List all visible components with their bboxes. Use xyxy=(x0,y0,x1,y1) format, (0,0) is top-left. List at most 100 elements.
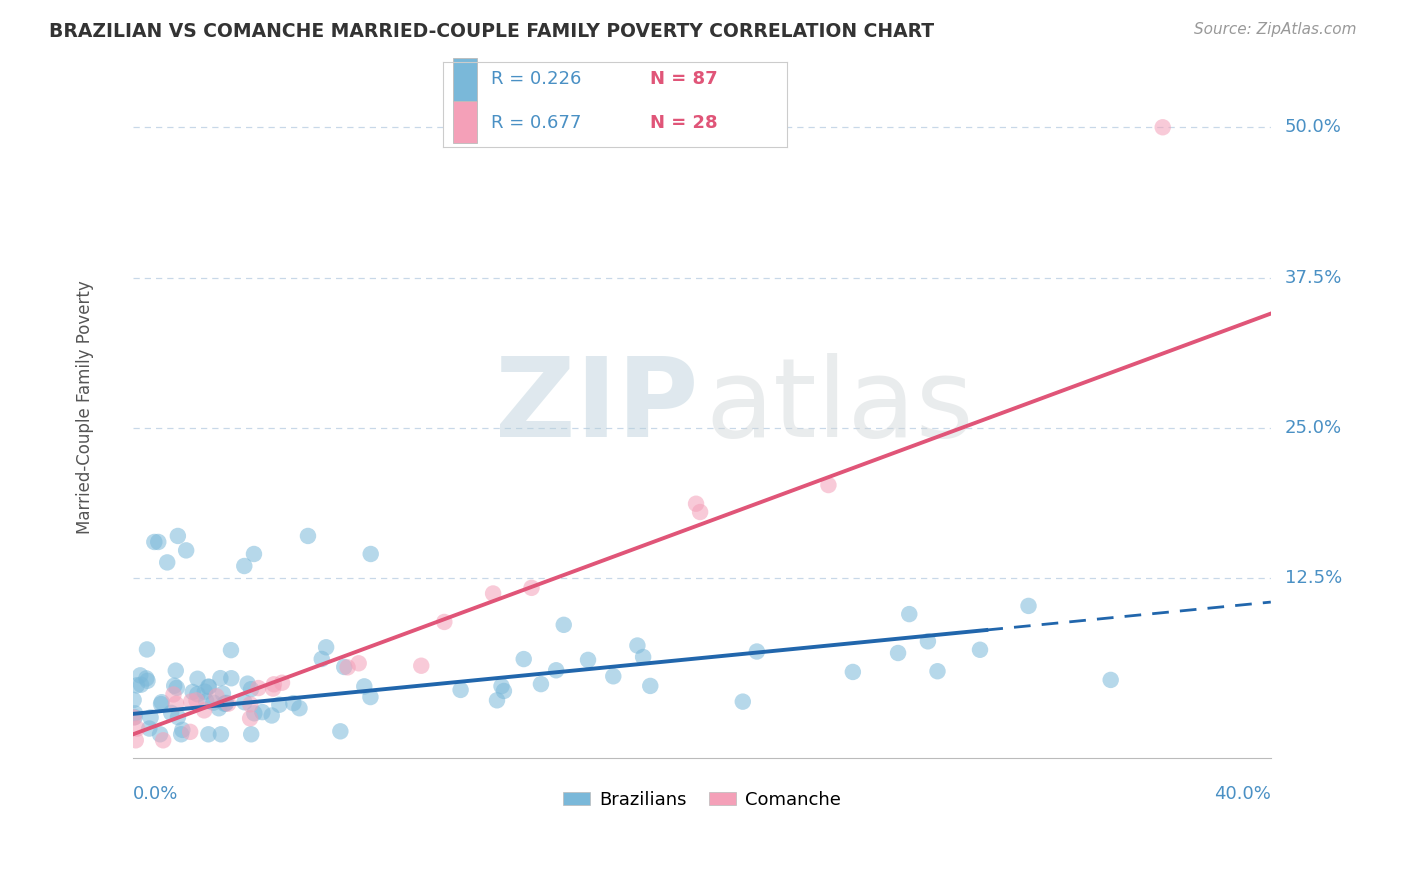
Point xyxy=(186,693,208,707)
Point xyxy=(917,634,939,648)
Point xyxy=(329,724,352,739)
Point xyxy=(136,642,159,657)
Text: R = 0.677: R = 0.677 xyxy=(491,114,582,132)
Point xyxy=(165,697,187,711)
Point xyxy=(1152,120,1174,135)
Point xyxy=(122,693,145,707)
Text: R = 0.226: R = 0.226 xyxy=(491,70,582,88)
Point xyxy=(124,706,146,721)
Point xyxy=(969,642,991,657)
Point xyxy=(209,671,232,685)
Point xyxy=(209,727,232,741)
Point xyxy=(208,701,231,715)
Point xyxy=(745,644,768,658)
Point xyxy=(1099,673,1122,687)
Point xyxy=(174,543,197,558)
Point xyxy=(520,581,543,595)
Point xyxy=(689,505,711,519)
Point xyxy=(252,705,274,719)
Point xyxy=(553,617,575,632)
Text: 25.0%: 25.0% xyxy=(1285,418,1343,437)
Point xyxy=(221,671,243,685)
Text: 12.5%: 12.5% xyxy=(1285,569,1343,587)
Point xyxy=(240,682,263,697)
Point xyxy=(685,497,707,511)
Point xyxy=(215,697,238,711)
Point xyxy=(129,678,152,692)
Point xyxy=(165,664,187,678)
Point xyxy=(927,665,949,679)
Point xyxy=(283,696,305,710)
Point xyxy=(842,665,865,679)
Point xyxy=(217,697,239,711)
Point xyxy=(135,672,157,686)
Point xyxy=(530,677,553,691)
Point xyxy=(450,682,472,697)
Text: Source: ZipAtlas.com: Source: ZipAtlas.com xyxy=(1194,22,1357,37)
Point xyxy=(485,693,508,707)
Text: N = 87: N = 87 xyxy=(650,70,717,88)
Point xyxy=(359,690,381,704)
Point xyxy=(167,710,190,724)
Point xyxy=(127,722,149,736)
Bar xyxy=(453,101,478,143)
Point xyxy=(150,695,173,709)
Point xyxy=(179,724,201,739)
Point xyxy=(198,680,221,694)
Point xyxy=(626,639,648,653)
Legend: Brazilians, Comanche: Brazilians, Comanche xyxy=(555,784,848,816)
Point xyxy=(193,703,215,717)
Point xyxy=(181,685,204,699)
Point xyxy=(233,695,256,709)
Point xyxy=(887,646,910,660)
Bar xyxy=(453,58,478,101)
Point xyxy=(162,688,184,702)
Point xyxy=(205,690,228,704)
Text: ZIP: ZIP xyxy=(495,353,699,460)
Point xyxy=(491,679,513,693)
Point xyxy=(512,652,534,666)
Point xyxy=(163,679,186,693)
Point xyxy=(148,535,170,549)
Point xyxy=(194,684,217,698)
Point xyxy=(260,708,283,723)
Point xyxy=(898,607,921,621)
Point xyxy=(243,706,266,721)
Point xyxy=(149,727,172,741)
Point xyxy=(315,640,337,655)
Point xyxy=(139,710,162,724)
Point xyxy=(172,723,194,737)
Point xyxy=(219,643,242,657)
Point xyxy=(269,698,291,712)
Point xyxy=(492,684,515,698)
Text: N = 28: N = 28 xyxy=(650,114,717,132)
Point xyxy=(166,681,188,695)
Point xyxy=(263,677,285,691)
Point xyxy=(197,680,219,694)
Point xyxy=(311,652,333,666)
Point xyxy=(143,535,166,549)
Point xyxy=(602,669,624,683)
Text: atlas: atlas xyxy=(706,353,974,460)
Text: 0.0%: 0.0% xyxy=(134,785,179,803)
Point xyxy=(186,687,208,701)
Point xyxy=(150,697,173,711)
Point xyxy=(297,529,319,543)
Text: 50.0%: 50.0% xyxy=(1285,119,1341,136)
Point xyxy=(136,673,159,688)
Point xyxy=(129,668,152,682)
Point xyxy=(152,733,174,747)
Text: BRAZILIAN VS COMANCHE MARRIED-COUPLE FAMILY POVERTY CORRELATION CHART: BRAZILIAN VS COMANCHE MARRIED-COUPLE FAM… xyxy=(49,22,935,41)
Point xyxy=(125,733,148,747)
Point xyxy=(731,695,754,709)
Point xyxy=(546,663,568,677)
Point xyxy=(239,711,262,725)
Point xyxy=(195,694,218,708)
Point xyxy=(271,675,294,690)
Point xyxy=(202,696,225,710)
Point xyxy=(215,696,238,710)
Point xyxy=(411,658,433,673)
Point xyxy=(360,547,382,561)
Point xyxy=(482,586,505,600)
Point xyxy=(160,706,183,720)
